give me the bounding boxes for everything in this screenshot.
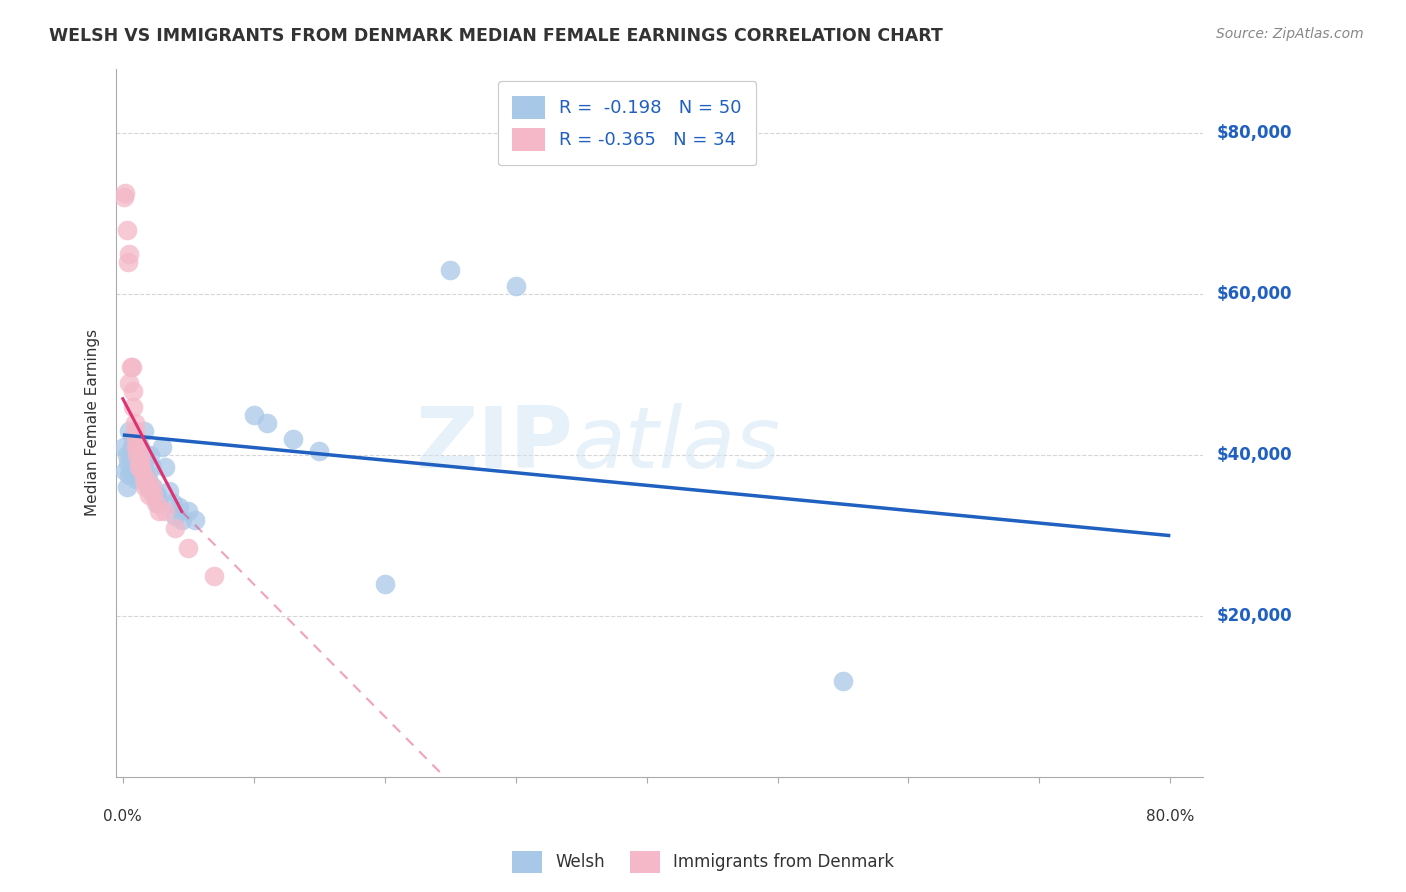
Point (505, 279, 527, 293)
Point (281, 432, 304, 446)
Point (132, 424, 155, 438)
Point (120, 359, 142, 374)
Point (124, 448, 146, 462)
Legend: R =  -0.198   N = 50, R = -0.365   N = 34: R = -0.198 N = 50, R = -0.365 N = 34 (498, 81, 756, 165)
Text: $20,000: $20,000 (1218, 607, 1292, 625)
Point (118, 376, 141, 390)
Point (129, 448, 152, 462)
Point (167, 500, 190, 515)
Point (124, 464, 146, 478)
Point (121, 440, 143, 454)
Point (162, 496, 184, 510)
Point (129, 456, 152, 470)
Point (118, 468, 141, 483)
Point (242, 408, 264, 422)
Point (127, 448, 149, 462)
Point (142, 480, 165, 494)
Point (118, 424, 141, 438)
Y-axis label: Median Female Earnings: Median Female Earnings (86, 329, 100, 516)
Point (117, 456, 139, 470)
Point (134, 464, 156, 478)
Point (122, 400, 145, 414)
Point (832, 673, 855, 688)
Point (117, 255, 139, 269)
Point (120, 464, 142, 478)
Point (157, 484, 180, 499)
Point (131, 456, 153, 470)
Point (132, 472, 155, 486)
Point (112, 190, 135, 204)
Point (153, 460, 176, 475)
Point (256, 416, 278, 430)
Point (125, 432, 148, 446)
Point (145, 496, 167, 510)
Point (125, 456, 148, 470)
Point (122, 384, 145, 398)
Text: WELSH VS IMMIGRANTS FROM DENMARK MEDIAN FEMALE EARNINGS CORRELATION CHART: WELSH VS IMMIGRANTS FROM DENMARK MEDIAN … (49, 27, 943, 45)
Point (115, 222, 138, 236)
Point (127, 448, 149, 462)
Text: Source: ZipAtlas.com: Source: ZipAtlas.com (1216, 27, 1364, 41)
Point (184, 512, 207, 526)
Point (439, 263, 461, 277)
Point (135, 448, 157, 462)
Point (115, 480, 138, 494)
Point (124, 424, 146, 438)
Point (122, 464, 145, 478)
Point (165, 508, 187, 523)
Point (128, 440, 150, 454)
Point (114, 186, 136, 201)
Point (124, 416, 146, 430)
Point (118, 246, 141, 260)
Point (122, 432, 145, 446)
Text: $60,000: $60,000 (1218, 285, 1292, 303)
Point (134, 480, 156, 494)
Point (128, 448, 150, 462)
Text: 80.0%: 80.0% (1146, 809, 1195, 824)
Point (141, 480, 163, 494)
Point (128, 464, 150, 478)
Point (136, 480, 159, 494)
Point (125, 472, 148, 486)
Point (121, 456, 143, 470)
Point (114, 464, 136, 478)
Point (125, 440, 148, 454)
Point (308, 444, 330, 458)
Point (128, 456, 150, 470)
Text: $80,000: $80,000 (1218, 124, 1292, 142)
Point (150, 440, 173, 454)
Point (170, 512, 193, 526)
Point (127, 440, 149, 454)
Point (204, 569, 226, 583)
Point (128, 460, 150, 475)
Point (153, 504, 176, 518)
Point (138, 488, 160, 502)
Text: 0.0%: 0.0% (104, 809, 142, 824)
Point (138, 480, 160, 494)
Point (146, 488, 169, 502)
Point (165, 520, 187, 534)
Point (112, 440, 135, 454)
Point (135, 472, 157, 486)
Legend: Welsh, Immigrants from Denmark: Welsh, Immigrants from Denmark (505, 845, 901, 880)
Point (115, 448, 138, 462)
Point (142, 488, 165, 502)
Point (177, 504, 200, 518)
Text: atlas: atlas (572, 402, 780, 485)
Point (141, 460, 163, 475)
Point (374, 577, 396, 591)
Point (146, 496, 169, 510)
Point (145, 488, 167, 502)
Point (121, 359, 143, 374)
Point (148, 504, 170, 518)
Point (136, 472, 159, 486)
Text: ZIP: ZIP (415, 402, 572, 485)
Point (120, 448, 142, 462)
Point (131, 464, 153, 478)
Point (177, 541, 200, 555)
Point (139, 448, 162, 462)
Text: $40,000: $40,000 (1218, 446, 1292, 464)
